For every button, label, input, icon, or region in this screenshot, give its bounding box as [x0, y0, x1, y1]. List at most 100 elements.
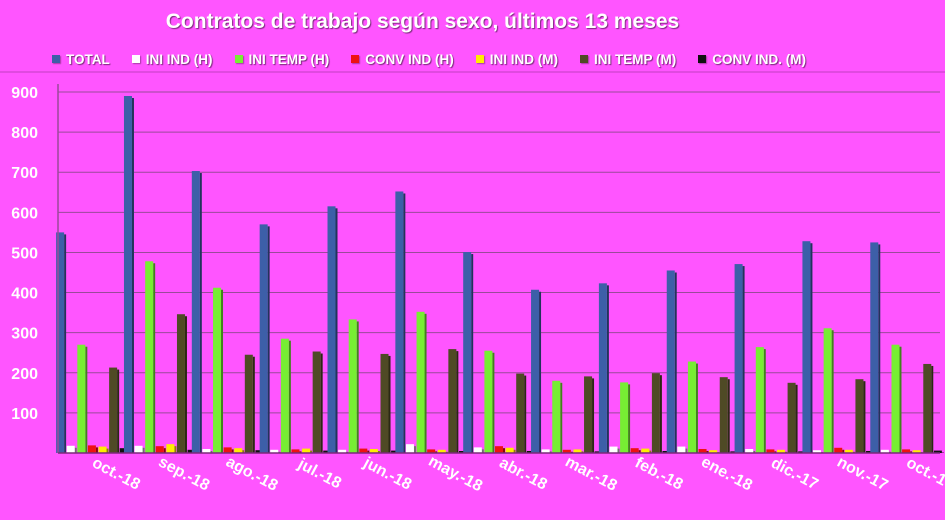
bar-shadow: [628, 384, 631, 453]
bar-conv-ind-m-ago-18: [255, 450, 264, 453]
bar-shadow: [85, 346, 88, 453]
bar-shadow: [878, 244, 881, 453]
bar-shadow: [774, 451, 777, 453]
bar-ini-ind-m-oct-18: [98, 446, 107, 453]
bar-ini-temp-h-feb-18: [620, 382, 629, 453]
bar-shadow: [184, 316, 187, 453]
bar-shadow: [606, 285, 609, 453]
bar-total-jun-18: [327, 206, 336, 453]
bar-shadow: [742, 266, 745, 453]
bar-conv-ind-m-oct-17: [933, 450, 942, 453]
x-tick-label: oct.-18: [89, 454, 143, 493]
bar-ini-temp-h-may-18: [416, 311, 425, 453]
x-tick-label: mar.-18: [562, 453, 620, 494]
bar-total-dic-17: [734, 264, 743, 453]
bar-shadow: [560, 382, 563, 453]
x-tick-label: ene.-18: [698, 454, 755, 495]
bar-ini-ind-h-mar-18: [541, 449, 550, 453]
bar-total-sep-18: [123, 96, 132, 453]
bar-shadow: [424, 313, 427, 453]
bar-conv-ind-m-ene-18: [730, 451, 739, 453]
bar-conv-ind-h-abr-18: [495, 446, 503, 453]
y-tick-label: 900: [11, 85, 38, 102]
bar-conv-ind-m-mar-18: [594, 451, 603, 453]
y-tick-label: 300: [11, 326, 38, 343]
x-tick-label: oct.-17: [903, 454, 945, 493]
bar-shadow: [174, 446, 177, 453]
bar-ini-temp-m-oct-17: [923, 363, 932, 453]
bar-ini-ind-h-dic-17: [745, 448, 754, 453]
bar-ini-temp-m-ago-18: [244, 354, 253, 453]
y-tick-label: 700: [11, 165, 38, 182]
bar-shadow: [95, 447, 98, 453]
bar-total-ene-18: [666, 270, 675, 453]
bar-conv-ind-m-feb-18: [662, 450, 671, 453]
bar-shadow: [288, 340, 291, 453]
bar-ini-ind-m-abr-18: [505, 447, 514, 453]
bar-ini-temp-m-abr-18: [516, 373, 525, 453]
y-tick-label: 200: [11, 366, 38, 383]
bar-shadow: [210, 450, 213, 453]
bar-ini-temp-h-oct-17: [891, 344, 900, 453]
bar-total-feb-18: [598, 283, 607, 453]
legend-swatch: [351, 55, 360, 63]
bar-shadow: [910, 451, 913, 453]
bar-shadow: [413, 446, 416, 453]
bar-conv-ind-h-sep-18: [155, 446, 164, 453]
bar-ini-ind-h-jul-18: [270, 449, 279, 453]
bar-shadow: [471, 254, 474, 453]
chart-title: Contratos de trabajo según sexo, últimos…: [165, 10, 680, 33]
bar-shadow: [299, 451, 302, 453]
x-tick-label: jul.-18: [294, 455, 344, 492]
legend-item-ini-ind-m: INI IND (M): [475, 52, 558, 67]
bar-shadow: [221, 289, 224, 453]
bar-total-ago-18: [191, 171, 200, 453]
bar-shadow: [231, 449, 234, 453]
bar-shadow: [659, 375, 662, 453]
bar-shadow: [503, 448, 505, 453]
bar-shadow: [863, 381, 866, 453]
legend-swatch: [580, 55, 588, 63]
bar-ini-ind-h-may-18: [405, 444, 414, 453]
bar-shadow: [267, 226, 270, 453]
bar-conv-ind-h-feb-18: [630, 448, 639, 453]
bar-ini-ind-m-jun-18: [369, 448, 378, 453]
bar-conv-ind-m-jul-18: [323, 450, 332, 453]
legend-item-ini-temp-h: INI TEMP (H): [234, 52, 329, 67]
bar-ini-temp-m-oct-18: [109, 367, 118, 453]
axes: [0, 71, 945, 454]
legend: TOTAL INI IND (H) INI TEMP (H) CONV IND (H)…: [52, 49, 942, 69]
bar-ini-ind-h-feb-18: [609, 446, 618, 453]
bar-shadow: [153, 263, 156, 453]
bar-shadow: [64, 234, 67, 453]
bar-conv-ind-h-oct-17: [902, 449, 911, 453]
legend-item-ini-ind-h: INI IND (H): [131, 52, 213, 67]
bar-conv-ind-h-mar-18: [562, 449, 571, 453]
bar-shadow: [753, 450, 756, 453]
x-tick-label: abr.-18: [496, 454, 550, 493]
bar-shadow: [142, 447, 145, 453]
bar-shadow: [638, 450, 641, 453]
bar-ini-temp-h-abr-18: [484, 350, 493, 453]
bar-shadow: [649, 450, 652, 453]
bar-shadow: [842, 449, 845, 453]
bar-ini-ind-h-nov-17: [813, 450, 822, 453]
bar-shadow: [74, 447, 77, 453]
bar-ini-temp-h-mar-18: [552, 380, 561, 453]
x-tick-label: may.-18: [425, 453, 485, 495]
bar-total-jul-18: [259, 224, 268, 453]
bar-ini-ind-m-nov-17: [844, 449, 853, 453]
bar-shadow: [727, 379, 730, 453]
bar-conv-ind-m-sep-18: [187, 449, 196, 453]
bar-shadow: [252, 356, 255, 453]
bar-ini-ind-m-ene-18: [709, 450, 718, 453]
bar-ini-ind-m-sep-18: [166, 444, 175, 453]
bar-shadow: [335, 208, 338, 453]
bar-ini-temp-m-nov-17: [855, 379, 864, 453]
bar-ini-temp-m-dic-17: [787, 382, 796, 453]
bar-total-nov-17: [802, 241, 811, 453]
bar-shadow: [242, 450, 245, 453]
bar-shadow: [513, 449, 516, 453]
bar-ini-temp-h-jun-18: [348, 319, 357, 453]
